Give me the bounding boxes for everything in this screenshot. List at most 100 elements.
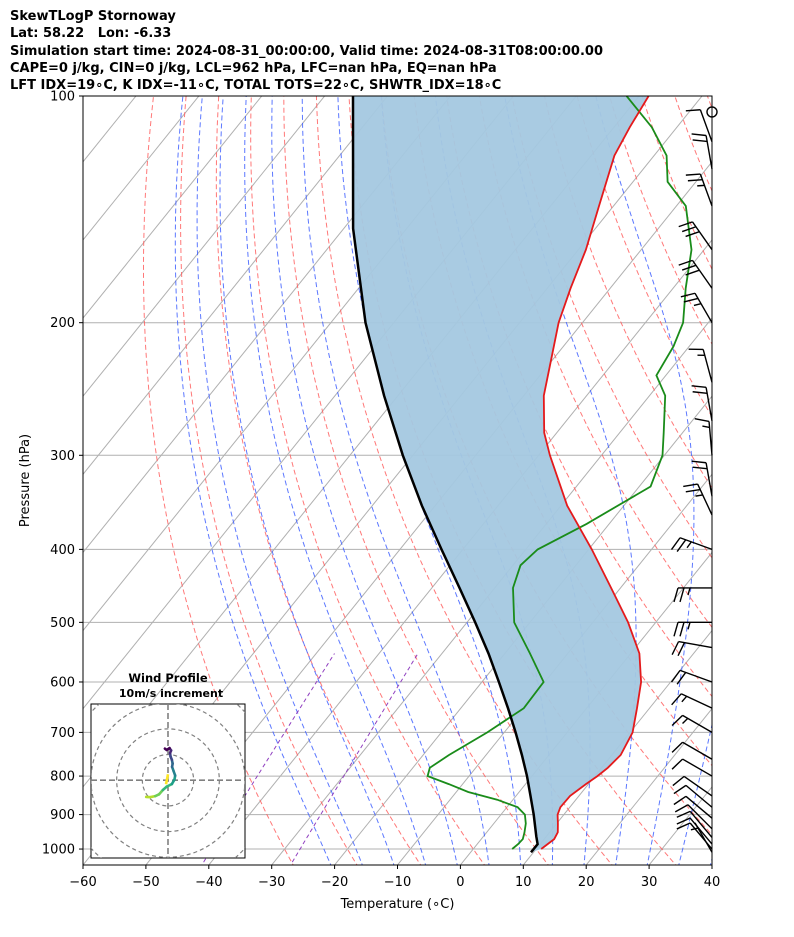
dry-adiabat — [543, 96, 712, 489]
dry-adiabat — [283, 96, 549, 865]
wind-barb — [691, 385, 713, 421]
location-line: Lat: 58.22 Lon: -6.33 — [10, 26, 172, 42]
x-tick-label: 20 — [578, 875, 595, 890]
wind-barb — [672, 775, 713, 797]
dry-adiabat — [641, 96, 712, 271]
isotherm-line — [585, 707, 712, 865]
y-tick-label: 300 — [50, 449, 75, 464]
isotherm-line — [0, 79, 87, 868]
y-tick-label: 500 — [50, 616, 75, 631]
y-tick-label: 400 — [50, 543, 75, 558]
dry-adiabat — [315, 96, 613, 865]
wind-barb — [678, 221, 713, 251]
wind-barb — [671, 741, 713, 760]
dry-adiabat — [180, 96, 358, 865]
wind-barb — [673, 621, 712, 637]
isotherm-line — [271, 317, 712, 865]
y-tick-label: 600 — [50, 675, 75, 690]
wind-barb — [680, 292, 713, 324]
dry-adiabat — [511, 96, 712, 559]
mixing-ratio-line — [201, 653, 335, 865]
moist-adiabat — [337, 96, 522, 865]
wind-barb — [673, 784, 713, 808]
wind-barb — [671, 693, 713, 709]
isotherm-line — [772, 79, 794, 868]
isotherm-line — [83, 96, 326, 397]
x-tick-label: −10 — [384, 875, 411, 890]
moist-adiabat — [219, 96, 395, 865]
dry-adiabat — [609, 96, 712, 345]
y-axis-label: Pressure (hPa) — [18, 434, 33, 527]
plot-area — [0, 79, 794, 868]
wind-barb — [676, 810, 713, 838]
wind-barb — [676, 817, 713, 845]
x-tick-label: −30 — [258, 875, 285, 890]
isotherm-line — [83, 96, 200, 241]
hodograph-title: Wind Profile — [128, 671, 208, 685]
cape-line: CAPE=0 j/kg, CIN=0 j/kg, LCL=962 hPa, LF… — [10, 60, 497, 76]
y-tick-label: 900 — [50, 808, 75, 823]
x-tick-label: −40 — [195, 875, 222, 890]
wind-barb — [670, 537, 713, 552]
moist-adiabat — [301, 96, 490, 865]
hodograph-subtitle: 10m/s increment — [119, 687, 223, 700]
wind-barb — [691, 133, 713, 170]
wind-barb — [671, 640, 713, 657]
dry-adiabat — [706, 96, 712, 110]
x-tick-label: 40 — [704, 875, 721, 890]
x-tick-label: 0 — [456, 875, 464, 890]
moist-adiabat — [595, 96, 695, 865]
dewpoint-line — [426, 96, 693, 850]
y-tick-label: 700 — [50, 726, 75, 741]
chart-title: SkewTLogP Stornoway — [10, 9, 176, 24]
isotherm-line — [83, 96, 263, 319]
moist-adiabat — [174, 96, 332, 865]
wind-barbs — [670, 106, 718, 853]
hodograph-segment — [163, 747, 169, 752]
isotherm-line — [396, 473, 712, 865]
wind-barb — [674, 804, 713, 830]
wind-barb — [691, 460, 713, 497]
dry-adiabat — [250, 96, 486, 865]
moist-adiabat — [678, 722, 712, 865]
index-line: LFT IDX=19∘C, K IDX=-11∘C, TOTAL TOTS=22… — [10, 78, 502, 94]
temperature-line — [540, 96, 650, 850]
time-line: Simulation start time: 2024-08-31_00:00:… — [10, 43, 603, 59]
dry-adiabat — [674, 96, 712, 193]
x-axis-label: Temperature (∘C) — [340, 897, 455, 912]
dry-adiabat — [733, 79, 794, 868]
dry-adiabat — [215, 96, 422, 865]
wind-barb — [685, 109, 713, 142]
y-tick-label: 800 — [50, 770, 75, 785]
wind-barb — [688, 348, 713, 383]
x-tick-label: −50 — [132, 875, 159, 890]
isotherm-line — [333, 395, 712, 865]
wind-barb — [673, 587, 712, 603]
dry-adiabat — [766, 79, 794, 868]
x-tick-label: −20 — [321, 875, 348, 890]
y-tick-label: 200 — [50, 316, 75, 331]
moist-adiabat — [244, 96, 427, 865]
isotherm-line — [711, 864, 712, 865]
wind-barb — [671, 714, 713, 734]
y-tick-label: 1000 — [42, 843, 75, 858]
moist-adiabat — [196, 96, 363, 865]
y-tick-label: 100 — [50, 90, 75, 105]
wind-barb — [678, 259, 713, 289]
chart-header: SkewTLogP Stornoway Lat: 58.22 Lon: -6.3… — [10, 8, 603, 94]
x-tick-label: −60 — [69, 875, 96, 890]
parcel-line — [351, 96, 539, 854]
wind-barb — [671, 758, 713, 777]
mixing-ratio-line — [290, 653, 419, 865]
hodograph-inset: Wind Profile 10m/s increment — [90, 671, 246, 859]
x-tick-label: 10 — [515, 875, 532, 890]
wind-barb — [683, 483, 713, 516]
cape-shading — [353, 96, 649, 853]
wind-barb — [694, 417, 713, 456]
wind-barb — [676, 822, 713, 850]
x-tick-label: 30 — [641, 875, 658, 890]
wind-barb — [673, 795, 713, 819]
dry-adiabat — [143, 96, 294, 865]
hodograph-segment — [164, 773, 170, 785]
